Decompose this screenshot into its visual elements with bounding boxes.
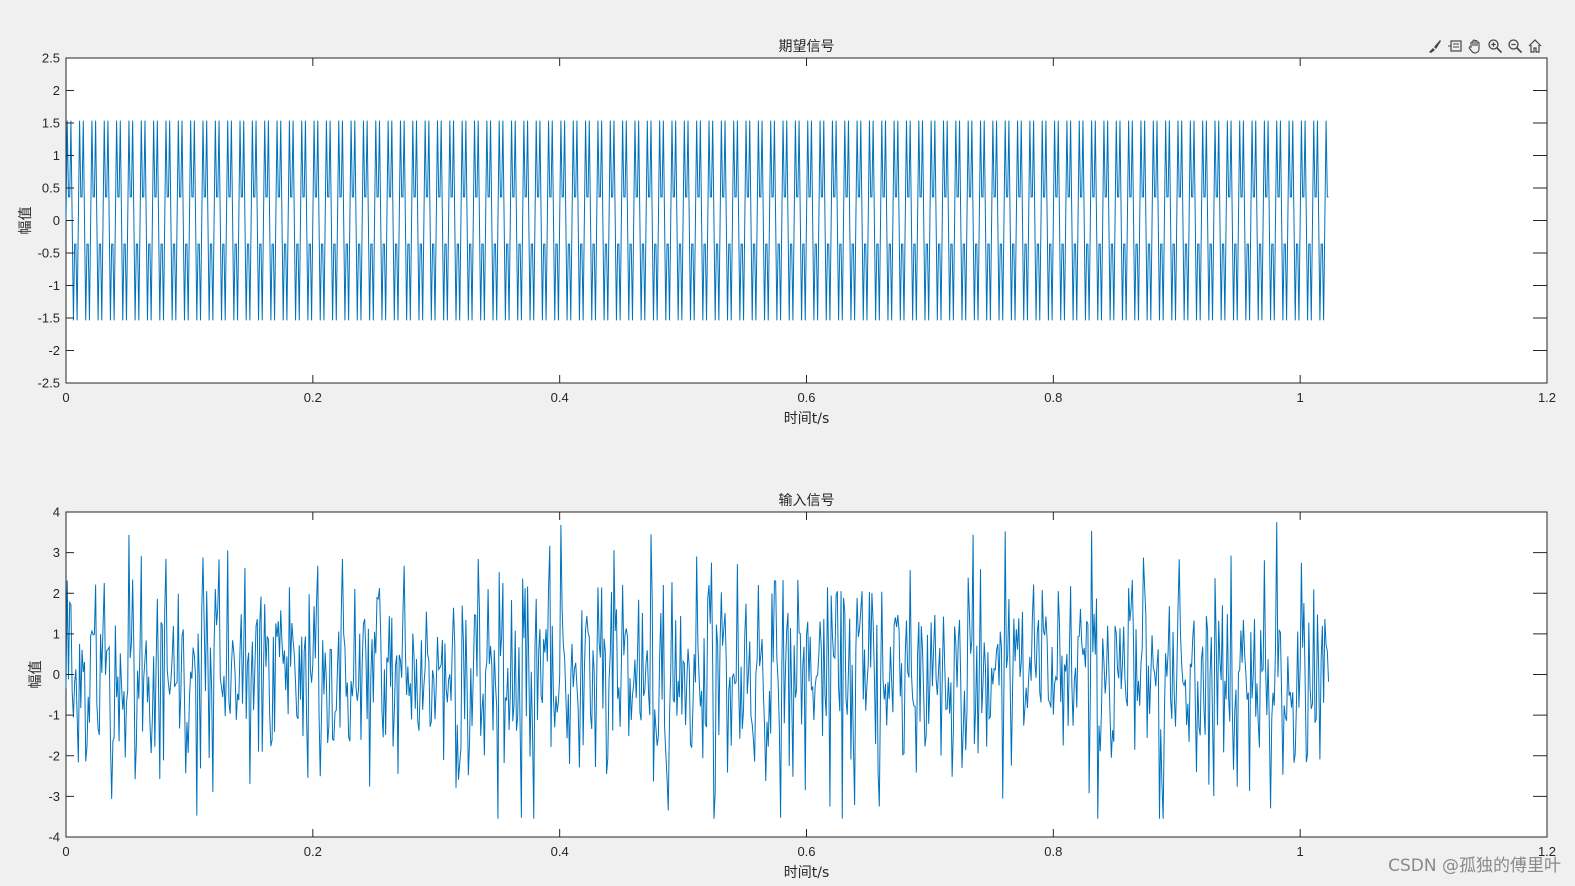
x-tick-label: 0 (62, 844, 69, 859)
axes-title: 期望信号 (779, 39, 835, 55)
signal-line (65, 120, 1329, 321)
y-tick-label: -2.5 (38, 376, 60, 391)
y-tick-label: 2.5 (42, 51, 60, 66)
x-tick-label: 0.6 (797, 390, 815, 405)
signal-line (65, 522, 1330, 819)
axes-toolbar (1426, 37, 1544, 55)
axes-title: 输入信号 (779, 493, 835, 509)
x-tick-label: 0.4 (551, 844, 569, 859)
x-tick-label: 1 (1297, 390, 1304, 405)
y-tick-label: -2 (48, 343, 60, 358)
y-tick-label: 1 (53, 148, 60, 163)
y-axis-label: 幅值 (18, 207, 34, 235)
axes-1[interactable]: 0 0.2 0.4 0.6 0.8 1 1.2 2.5 2 1.5 1 0.5 0 -0.5 -1 -1.5 -… (18, 39, 1556, 427)
x-tick-label: 0.8 (1044, 390, 1062, 405)
x-tick-label: 0.2 (304, 844, 322, 859)
x-tick-label: 1.2 (1538, 390, 1556, 405)
x-axis-label: 时间t/s (784, 411, 830, 427)
y-tick-label: 0 (53, 667, 60, 682)
y-tick-label: 3 (53, 545, 60, 560)
y-tick-label: -0.5 (38, 246, 60, 261)
brush-icon[interactable] (1426, 37, 1444, 55)
y-tick-label: 1 (53, 626, 60, 641)
pan-hand-icon[interactable] (1466, 37, 1484, 55)
x-axis-label: 时间t/s (784, 865, 830, 881)
y-tick-label: -2 (48, 748, 60, 763)
zoom-out-icon[interactable] (1506, 37, 1524, 55)
x-tick-label: 0.8 (1044, 844, 1062, 859)
x-tick-label: 0.2 (304, 390, 322, 405)
y-axis-label: 幅值 (28, 661, 44, 689)
y-tick-label: -4 (48, 830, 60, 845)
data-cursor-icon[interactable] (1446, 37, 1464, 55)
x-tick-label: 0.6 (797, 844, 815, 859)
y-tick-label: -1 (48, 278, 60, 293)
x-tick-label: 1.2 (1538, 844, 1556, 859)
home-icon[interactable] (1526, 37, 1544, 55)
y-tick-label: -3 (48, 789, 60, 804)
x-tick-label: 0.4 (551, 390, 569, 405)
y-tick-label: 0.5 (42, 181, 60, 196)
y-tick-label: 2 (53, 586, 60, 601)
y-tick-label: 1.5 (42, 116, 60, 131)
y-tick-label: 0 (53, 213, 60, 228)
x-tick-label: 0 (62, 390, 69, 405)
y-tick-label: 2 (53, 83, 60, 98)
zoom-in-icon[interactable] (1486, 37, 1504, 55)
x-tick-label: 1 (1297, 844, 1304, 859)
y-tick-label: -1.5 (38, 311, 60, 326)
csdn-watermark: CSDN @孤独的傅里叶 (1388, 856, 1561, 876)
y-tick-label: -1 (48, 708, 60, 723)
y-tick-label: 4 (53, 505, 60, 520)
